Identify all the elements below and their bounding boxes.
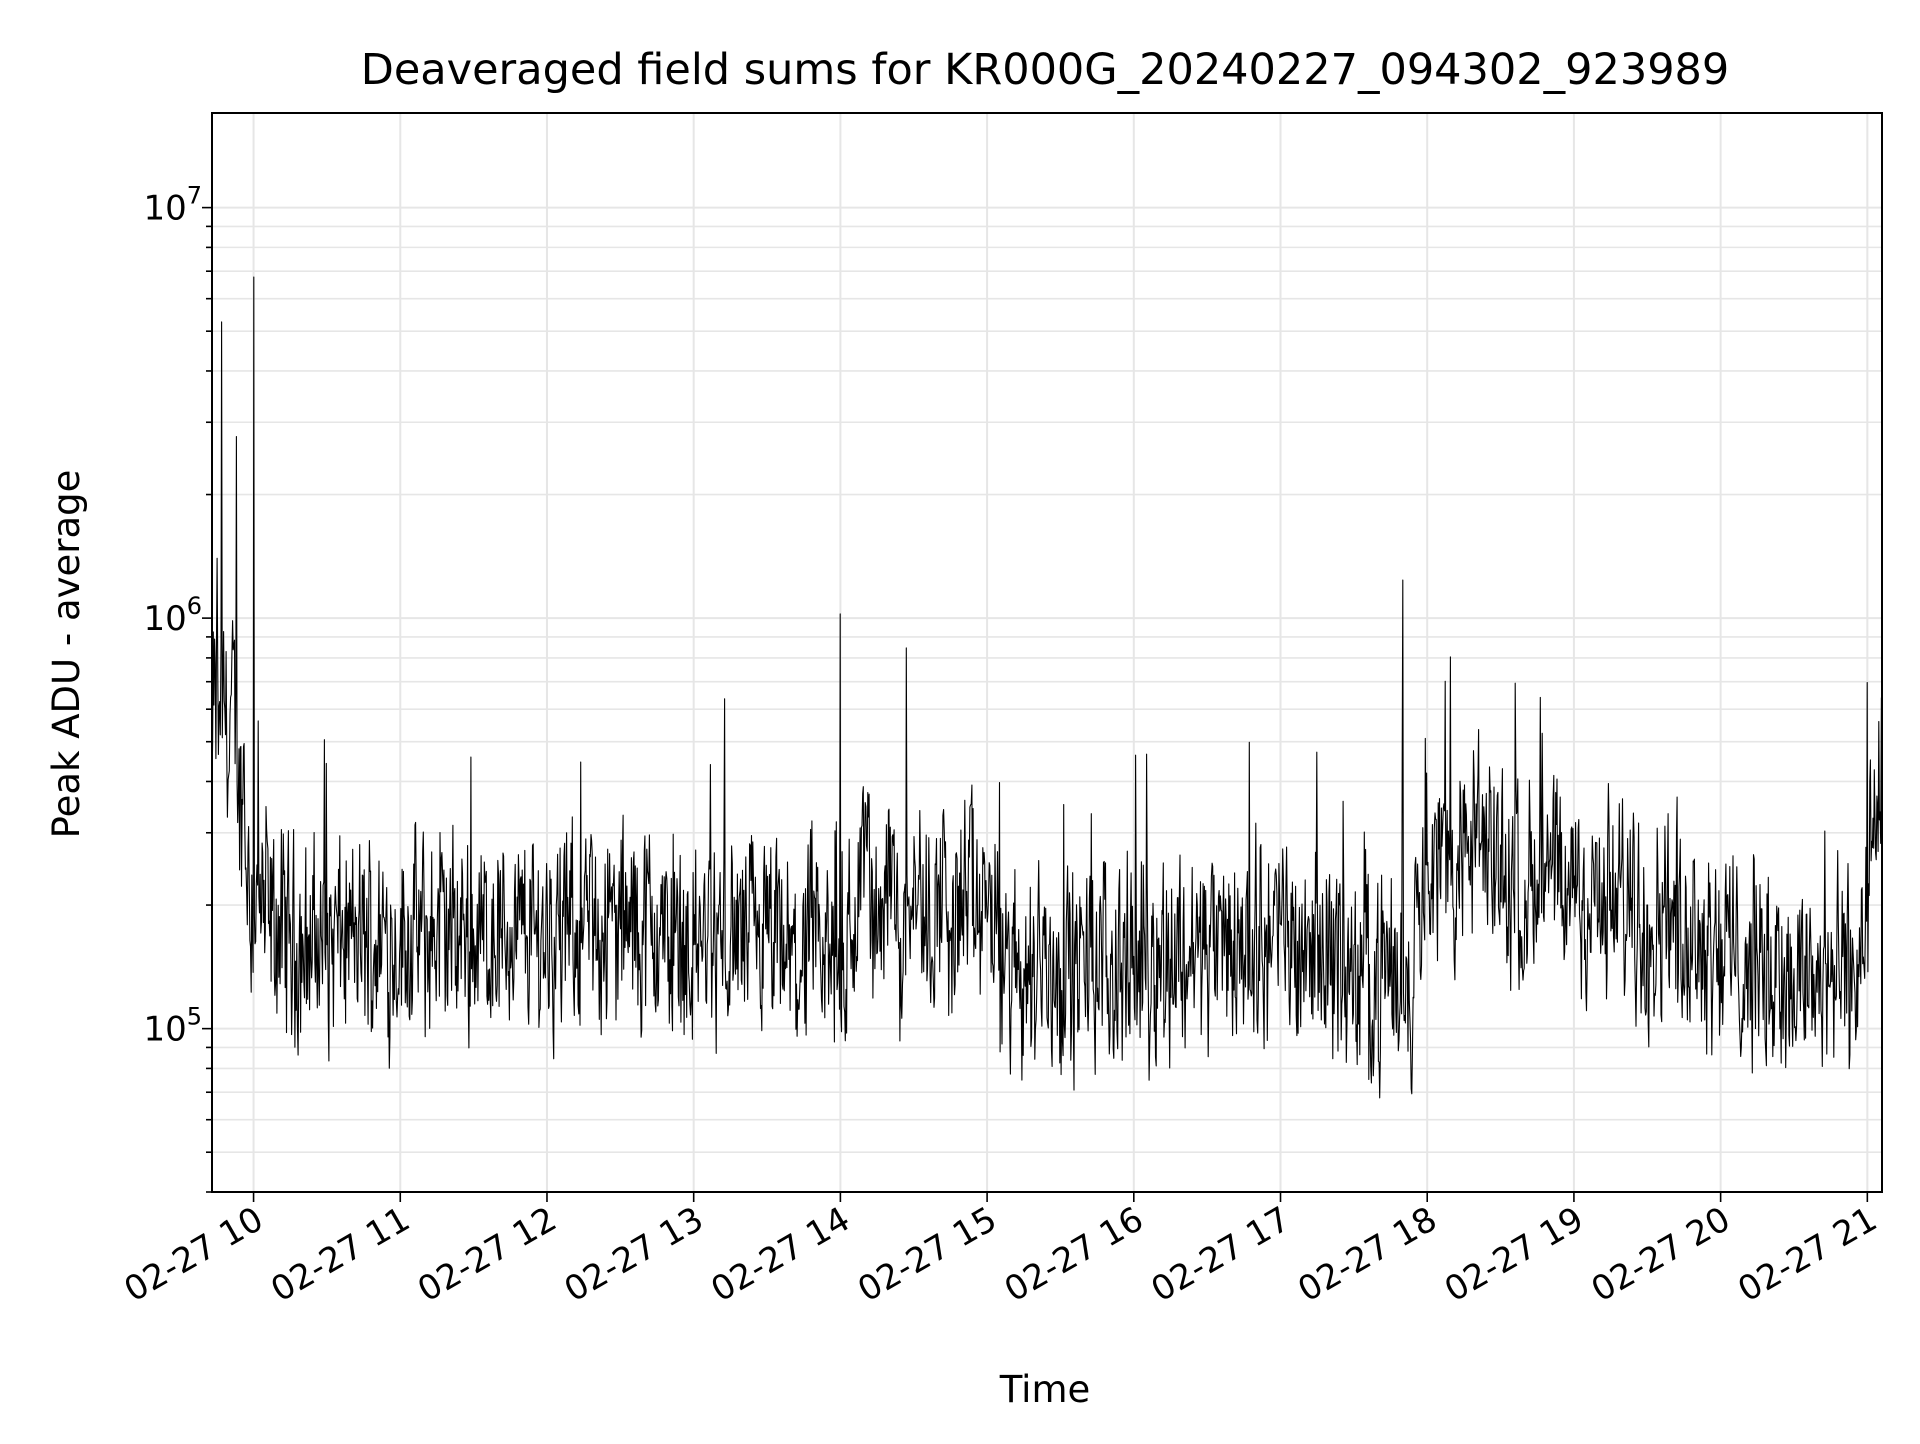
x-axis-label: Time: [999, 1368, 1091, 1411]
x-tick-label: 02-27 19: [1438, 1199, 1590, 1310]
grid: [212, 113, 1882, 1193]
x-tick-label: 02-27 15: [851, 1199, 1003, 1310]
x-tick-label: 02-27 16: [998, 1199, 1150, 1310]
y-axis-label: Peak ADU - average: [45, 470, 88, 839]
x-tick-label: 02-27 18: [1291, 1199, 1443, 1310]
x-tick-label: 02-27 21: [1731, 1199, 1883, 1310]
x-tick-label: 02-27 20: [1585, 1199, 1737, 1310]
y-tick-label: 105: [143, 1003, 202, 1050]
y-tick-label: 107: [143, 182, 202, 229]
x-tick-label: 02-27 14: [704, 1199, 856, 1310]
x-tick-label: 02-27 11: [264, 1199, 416, 1310]
x-tick-label: 02-27 17: [1145, 1199, 1297, 1310]
plot-area: [211, 112, 1883, 1193]
chart-title: Deaveraged field sums for KR000G_2024022…: [361, 45, 1730, 95]
series-layer: [211, 276, 1883, 1099]
series-line: [211, 276, 1883, 1099]
x-tick-label: 02-27 13: [558, 1199, 710, 1310]
x-tick-label: 02-27 12: [411, 1199, 563, 1310]
x-tick-label: 02-27 10: [118, 1199, 270, 1310]
y-tick-label: 106: [143, 592, 202, 639]
